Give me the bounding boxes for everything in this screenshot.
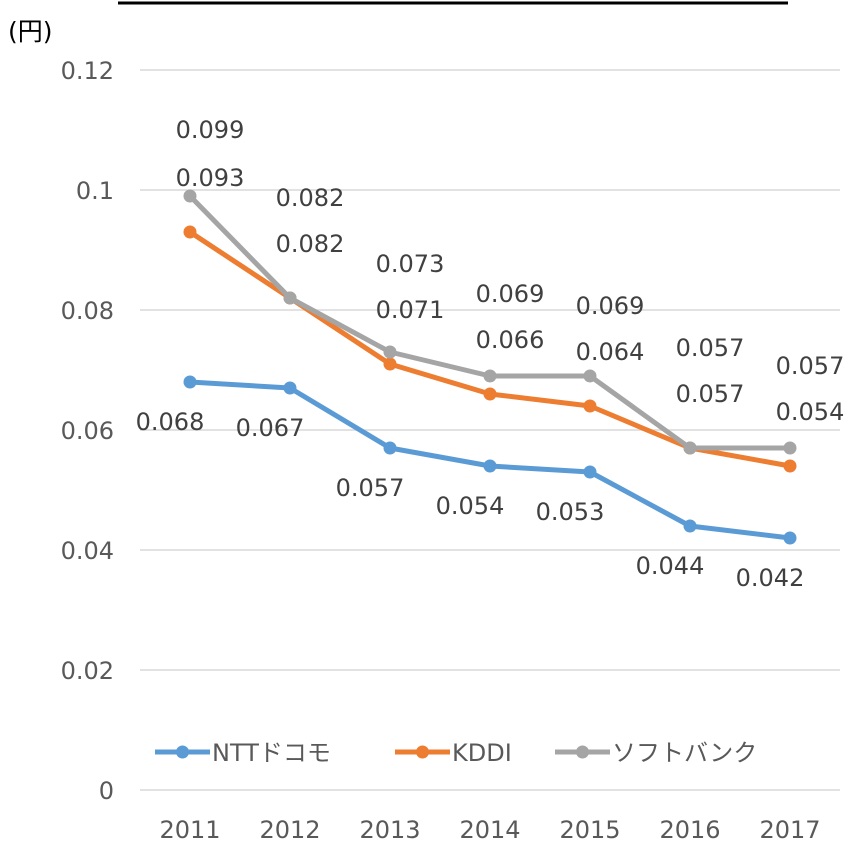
data-label: 0.066 (476, 326, 545, 354)
x-tick-label: 2013 (359, 816, 420, 843)
x-axis-ticks: 2011 2012 2013 2014 2015 2016 2017 (159, 816, 820, 843)
data-label: 0.067 (236, 414, 305, 442)
data-point (383, 441, 397, 455)
data-label: 0.064 (576, 338, 645, 366)
legend-item: NTTドコモ (155, 739, 331, 767)
data-point (383, 345, 397, 359)
legend-swatch-marker (416, 745, 429, 759)
data-label: 0.069 (576, 292, 645, 320)
x-tick-label: 2017 (759, 816, 820, 843)
y-tick-label: 0.08 (61, 297, 114, 325)
gridlines (140, 69, 840, 791)
legend-label: NTTドコモ (212, 739, 331, 767)
data-point (483, 387, 497, 401)
legend-label: KDDI (452, 739, 512, 767)
data-point (583, 369, 597, 383)
y-tick-label: 0.04 (61, 537, 114, 565)
y-tick-label: 0 (99, 777, 114, 805)
data-label: 0.082 (276, 184, 345, 212)
data-label: 0.093 (176, 164, 245, 192)
x-tick-label: 2012 (259, 816, 320, 843)
data-label: 0.057 (676, 334, 745, 362)
data-point (783, 531, 797, 545)
data-label: 0.082 (276, 230, 345, 258)
data-label: 0.057 (336, 474, 405, 502)
data-point (583, 399, 597, 413)
data-point (783, 441, 797, 455)
legend-label: ソフトバンク (612, 739, 757, 767)
data-label: 0.073 (376, 250, 445, 278)
x-tick-label: 2011 (159, 816, 220, 843)
data-point (183, 375, 197, 389)
data-label: 0.057 (676, 380, 745, 408)
data-point (483, 369, 497, 383)
legend-swatch-marker (176, 745, 189, 759)
x-tick-label: 2014 (459, 816, 520, 843)
data-point (183, 189, 197, 203)
data-point (683, 441, 697, 455)
data-point (383, 357, 397, 371)
data-point (283, 381, 297, 395)
data-label: 0.068 (136, 408, 205, 436)
y-tick-label: 0.1 (76, 177, 114, 205)
legend-item: KDDI (395, 739, 512, 767)
data-label: 0.054 (436, 492, 505, 520)
data-label: 0.071 (376, 296, 445, 324)
data-point (283, 291, 297, 305)
data-point (783, 459, 797, 473)
data-label: 0.057 (776, 352, 845, 380)
data-point (683, 519, 697, 533)
y-tick-label: 0.02 (61, 657, 114, 685)
data-label: 0.053 (536, 498, 605, 526)
data-label: 0.054 (776, 398, 845, 426)
legend-item: ソフトバンク (555, 739, 757, 767)
y-axis-unit-label: (円) (8, 17, 53, 46)
legend: NTTドコモ KDDI ソフトバンク (155, 739, 757, 767)
legend-swatch-marker (576, 745, 589, 759)
data-point (483, 459, 497, 473)
y-tick-label: 0.12 (61, 57, 114, 85)
data-label: 0.042 (736, 564, 805, 592)
y-tick-label: 0.06 (61, 417, 114, 445)
series-2 (183, 189, 797, 455)
data-label: 0.044 (636, 552, 705, 580)
data-label: 0.069 (476, 280, 545, 308)
y-axis-ticks: 0 0.02 0.04 0.06 0.08 0.1 0.12 (61, 57, 114, 805)
data-labels: 0.068 0.067 0.057 0.054 0.053 0.044 0.042 0.093… (136, 116, 845, 592)
data-label: 0.099 (176, 116, 245, 144)
data-point (583, 465, 597, 479)
series-0 (183, 375, 797, 545)
data-point (183, 225, 197, 239)
x-tick-label: 2016 (659, 816, 720, 843)
x-tick-label: 2015 (559, 816, 620, 843)
series-lines (183, 189, 797, 545)
